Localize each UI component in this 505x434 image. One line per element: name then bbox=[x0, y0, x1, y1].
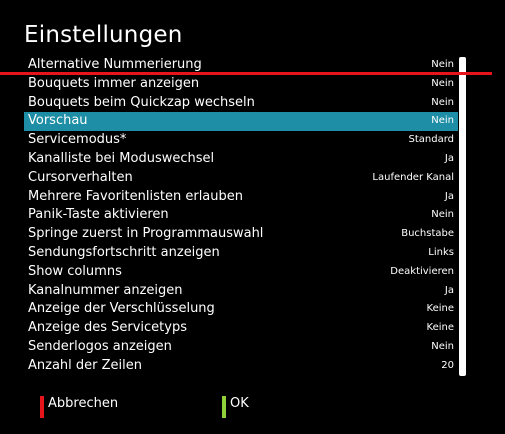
settings-row-value: Ja bbox=[444, 190, 454, 202]
settings-row-label: Anzahl der Zeilen bbox=[28, 357, 142, 373]
settings-row-label: Bouquets immer anzeigen bbox=[28, 75, 200, 91]
settings-row[interactable]: Kanalnummer anzeigen Ja bbox=[24, 282, 458, 301]
settings-row-value: Standard bbox=[408, 134, 455, 146]
settings-row[interactable]: Mehrere Favoritenlisten erlauben Ja bbox=[24, 188, 458, 207]
settings-row-value: Keine bbox=[426, 322, 454, 334]
green-key-icon bbox=[222, 396, 226, 418]
settings-row-label: Cursorverhalten bbox=[28, 169, 133, 185]
settings-row-value: Nein bbox=[431, 209, 454, 221]
settings-row-label: Mehrere Favoritenlisten erlauben bbox=[28, 188, 244, 204]
settings-row-label: Vorschau bbox=[28, 113, 88, 129]
settings-row[interactable]: Anzeige des Servicetyps Keine bbox=[24, 319, 458, 338]
settings-row[interactable]: Show columns Deaktivieren bbox=[24, 263, 458, 282]
settings-row-label: Kanalliste bei Moduswechsel bbox=[28, 150, 215, 166]
settings-row-label: Bouquets beim Quickzap wechseln bbox=[28, 94, 255, 110]
settings-row-value: Laufender Kanal bbox=[372, 171, 454, 183]
settings-row-value: Ja bbox=[444, 152, 454, 164]
settings-row-value: 20 bbox=[441, 359, 454, 371]
settings-row-label: Anzeige des Servicetyps bbox=[28, 320, 187, 336]
settings-row-label: Senderlogos anzeigen bbox=[28, 338, 172, 354]
settings-row[interactable]: Bouquets beim Quickzap wechseln Nein bbox=[24, 94, 458, 113]
settings-row[interactable]: Springe zuerst in Programmauswahl Buchsta… bbox=[24, 225, 458, 244]
settings-row[interactable]: Vorschau Nein bbox=[24, 112, 458, 132]
settings-row-value: Buchstabe bbox=[401, 228, 454, 240]
red-key-icon bbox=[40, 396, 44, 418]
ok-button-label: OK bbox=[230, 396, 249, 411]
settings-row-value: Nein bbox=[431, 77, 454, 89]
settings-row-label: Panik-Taste aktivieren bbox=[28, 207, 169, 223]
settings-row-label: Sendungsfortschritt anzeigen bbox=[28, 244, 220, 260]
scrollbar[interactable] bbox=[459, 57, 466, 376]
settings-list: Alternative Nummerierung Nein Bouquets imm… bbox=[24, 56, 458, 376]
settings-row-value: Nein bbox=[431, 115, 454, 127]
settings-row-value: Nein bbox=[431, 59, 454, 70]
ok-button[interactable]: OK bbox=[222, 396, 249, 418]
settings-row-label: Springe zuerst in Programmauswahl bbox=[28, 226, 264, 242]
settings-row-label: Show columns bbox=[28, 263, 122, 279]
settings-row[interactable]: Kanalliste bei Moduswechsel Ja bbox=[24, 150, 458, 169]
cancel-button-label: Abbrechen bbox=[48, 396, 119, 411]
cancel-button[interactable]: Abbrechen bbox=[40, 396, 118, 418]
red-divider-line bbox=[0, 72, 492, 75]
settings-row[interactable]: Cursorverhalten Laufender Kanal bbox=[24, 169, 458, 188]
settings-row-value: Ja bbox=[444, 284, 454, 296]
settings-row-value: Nein bbox=[431, 96, 454, 108]
settings-row-label: Servicemodus* bbox=[28, 132, 127, 148]
settings-row[interactable]: Servicemodus* Standard bbox=[24, 131, 458, 150]
settings-row-value: Links bbox=[428, 246, 454, 258]
settings-row[interactable]: Alternative Nummerierung Nein bbox=[24, 56, 458, 75]
settings-row-value: Keine bbox=[426, 303, 454, 315]
settings-row[interactable]: Senderlogos anzeigen Nein bbox=[24, 338, 458, 357]
settings-row-label: Alternative Nummerierung bbox=[28, 57, 202, 72]
settings-row-label: Anzeige der Verschlüsselung bbox=[28, 301, 215, 317]
settings-row-value: Deaktivieren bbox=[390, 265, 454, 277]
settings-row[interactable]: Bouquets immer anzeigen Nein bbox=[24, 75, 458, 94]
settings-row[interactable]: Anzahl der Zeilen 20 bbox=[24, 357, 458, 376]
settings-row[interactable]: Sendungsfortschritt anzeigen Links bbox=[24, 244, 458, 263]
settings-row[interactable]: Anzeige der Verschlüsselung Keine bbox=[24, 300, 458, 319]
page-title: Einstellungen bbox=[24, 22, 183, 48]
settings-row-label: Kanalnummer anzeigen bbox=[28, 282, 183, 298]
settings-row[interactable]: Panik-Taste aktivieren Nein bbox=[24, 206, 458, 225]
settings-row-value: Nein bbox=[431, 340, 454, 352]
